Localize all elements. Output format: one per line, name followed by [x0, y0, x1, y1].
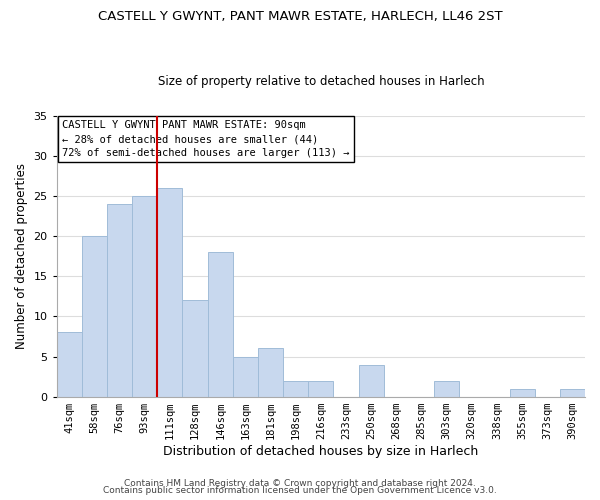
- Bar: [434, 380, 459, 396]
- Bar: [283, 380, 308, 396]
- Bar: [359, 364, 384, 396]
- Text: Contains public sector information licensed under the Open Government Licence v3: Contains public sector information licen…: [103, 486, 497, 495]
- Y-axis label: Number of detached properties: Number of detached properties: [15, 164, 28, 350]
- Bar: [308, 380, 334, 396]
- Bar: [509, 388, 535, 396]
- Bar: [132, 196, 157, 396]
- Text: Contains HM Land Registry data © Crown copyright and database right 2024.: Contains HM Land Registry data © Crown c…: [124, 478, 476, 488]
- Text: CASTELL Y GWYNT PANT MAWR ESTATE: 90sqm
← 28% of detached houses are smaller (44: CASTELL Y GWYNT PANT MAWR ESTATE: 90sqm …: [62, 120, 349, 158]
- Bar: [560, 388, 585, 396]
- Bar: [182, 300, 208, 396]
- Bar: [157, 188, 182, 396]
- Bar: [57, 332, 82, 396]
- Bar: [208, 252, 233, 396]
- Bar: [107, 204, 132, 396]
- Bar: [258, 348, 283, 397]
- Bar: [82, 236, 107, 396]
- Text: CASTELL Y GWYNT, PANT MAWR ESTATE, HARLECH, LL46 2ST: CASTELL Y GWYNT, PANT MAWR ESTATE, HARLE…: [98, 10, 502, 23]
- X-axis label: Distribution of detached houses by size in Harlech: Distribution of detached houses by size …: [163, 444, 478, 458]
- Bar: [233, 356, 258, 397]
- Title: Size of property relative to detached houses in Harlech: Size of property relative to detached ho…: [158, 76, 484, 88]
